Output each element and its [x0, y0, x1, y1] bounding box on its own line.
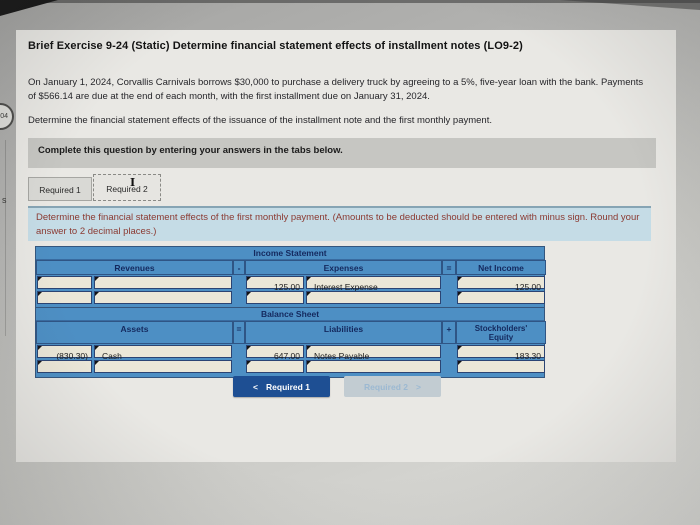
stockholders-equity-header: Stockholders' Equity: [456, 321, 546, 345]
net-income-input[interactable]: [458, 296, 544, 308]
next-button-label: Required 2: [364, 381, 408, 392]
liabilities-header: Liabilities: [245, 321, 442, 345]
tab-required-2[interactable]: Required 2: [93, 174, 161, 201]
assets-amount-input[interactable]: [38, 365, 91, 377]
liabilities-amount-input[interactable]: [247, 350, 303, 362]
net-income-input[interactable]: [458, 281, 544, 293]
revenues-account-input[interactable]: [95, 281, 231, 293]
input-cell[interactable]: [246, 276, 304, 293]
income-statement-title: Income Statement: [36, 247, 544, 260]
input-cell[interactable]: [306, 276, 441, 293]
net-income-header: Net Income: [456, 260, 546, 275]
operator-spacer: [442, 344, 456, 359]
tab-required-1[interactable]: Required 1: [28, 177, 92, 201]
assets-header: Assets: [36, 321, 233, 345]
revenues-account-input[interactable]: [95, 296, 231, 308]
revenues-amount-input[interactable]: [38, 296, 91, 308]
problem-statement: On January 1, 2024, Corvallis Carnivals …: [28, 77, 644, 103]
expenses-amount-input[interactable]: [247, 296, 303, 308]
input-cell[interactable]: [37, 345, 92, 362]
back-button-label: Required 1: [266, 381, 310, 392]
expenses-account-input[interactable]: [307, 296, 440, 308]
input-cell[interactable]: [37, 360, 92, 377]
input-cell[interactable]: [306, 291, 441, 308]
input-cell[interactable]: [246, 360, 304, 377]
exercise-title: Brief Exercise 9-24 (Static) Determine f…: [28, 40, 523, 52]
equals-operator: =: [442, 260, 456, 275]
monitor-corner-right: [560, 0, 700, 10]
input-cell[interactable]: [94, 345, 232, 362]
expenses-account-input[interactable]: [307, 281, 440, 293]
input-cell[interactable]: [306, 360, 441, 377]
input-cell[interactable]: [246, 291, 304, 308]
required-2-next-button[interactable]: Required 2 >: [344, 376, 441, 397]
stockholders-equity-header-line1: Stockholders': [474, 324, 528, 333]
input-cell[interactable]: [94, 276, 232, 293]
input-cell[interactable]: [246, 345, 304, 362]
liabilities-account-input[interactable]: [307, 350, 440, 362]
text-cursor-icon: I: [130, 176, 136, 189]
input-cell[interactable]: [457, 345, 545, 362]
stockholders-equity-input[interactable]: [458, 350, 544, 362]
minus-operator: -: [233, 260, 245, 275]
monitor-top-edge: [0, 0, 700, 3]
income-statement-table: Income Statement Revenues - Expenses = N…: [35, 246, 546, 309]
operator-spacer: [233, 275, 245, 290]
balance-sheet-table: Balance Sheet Assets = Liabilities + Sto…: [35, 307, 546, 379]
input-cell[interactable]: [457, 291, 545, 308]
instruction-note: Determine the financial statement effect…: [28, 206, 651, 241]
required-1-back-button[interactable]: < Required 1: [233, 376, 330, 397]
input-cell[interactable]: [306, 345, 441, 362]
balance-sheet-title: Balance Sheet: [36, 308, 544, 321]
sidebar-edge-line: [5, 140, 6, 336]
input-cell[interactable]: [457, 360, 545, 377]
input-cell[interactable]: [457, 276, 545, 293]
sidebar-cutoff-text: s: [2, 195, 7, 205]
operator-spacer: [233, 344, 245, 359]
chevron-left-icon: <: [253, 381, 259, 392]
revenues-header: Revenues: [36, 260, 233, 275]
assets-account-input[interactable]: [95, 365, 231, 377]
input-cell[interactable]: [37, 276, 92, 293]
revenues-amount-input[interactable]: [38, 281, 91, 293]
liabilities-amount-input[interactable]: [247, 365, 303, 377]
liabilities-account-input[interactable]: [307, 365, 440, 377]
operator-spacer: [442, 359, 456, 374]
stockholders-equity-input[interactable]: [458, 365, 544, 377]
equals-operator: =: [233, 321, 245, 345]
expenses-amount-input[interactable]: [247, 281, 303, 293]
input-cell[interactable]: [37, 291, 92, 308]
operator-spacer: [442, 290, 456, 305]
operator-spacer: [233, 290, 245, 305]
input-cell[interactable]: [94, 360, 232, 377]
assets-amount-input[interactable]: [38, 350, 91, 362]
stockholders-equity-header-line2: Equity: [488, 333, 514, 343]
input-cell[interactable]: [94, 291, 232, 308]
chevron-right-icon: >: [415, 381, 421, 392]
operator-spacer: [442, 275, 456, 290]
complete-question-banner: Complete this question by entering your …: [28, 138, 656, 168]
operator-spacer: [233, 359, 245, 374]
assets-account-input[interactable]: [95, 350, 231, 362]
expenses-header: Expenses: [245, 260, 442, 275]
plus-operator: +: [442, 321, 456, 345]
task-statement: Determine the financial statement effect…: [28, 115, 492, 126]
